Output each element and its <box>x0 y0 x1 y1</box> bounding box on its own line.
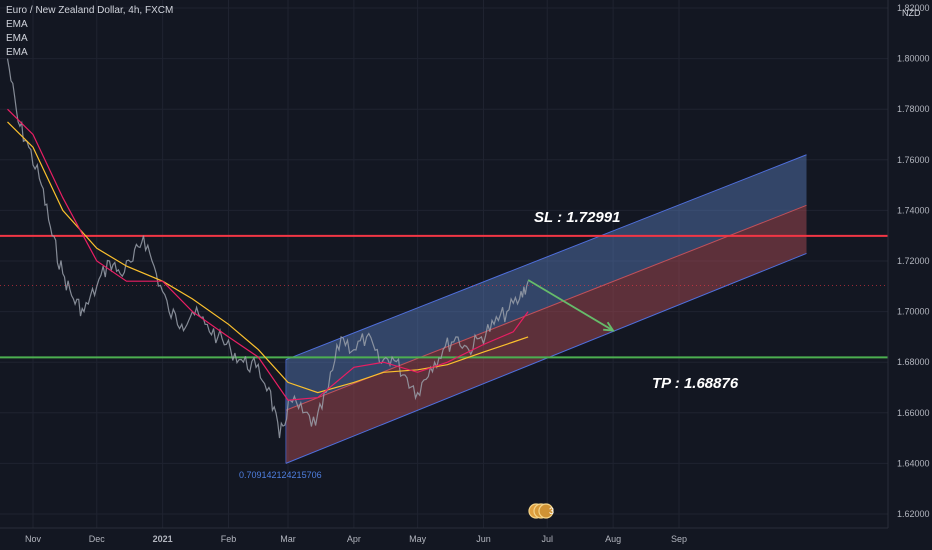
x-tick-label: Dec <box>89 534 106 544</box>
projection-arrow-shaft <box>527 279 614 332</box>
y-tick-label: 1.82000 <box>897 3 930 13</box>
x-tick-label: Mar <box>280 534 296 544</box>
symbol-title[interactable]: Euro / New Zealand Dollar, 4h, FXCM <box>6 5 174 16</box>
y-tick-label: 1.72000 <box>897 256 930 266</box>
indicator-ema-1[interactable]: EMA <box>6 19 28 30</box>
y-tick-label: 1.66000 <box>897 408 930 418</box>
y-tick-label: 1.70000 <box>897 307 930 317</box>
y-tick-label: 1.62000 <box>897 509 930 519</box>
chart-legend: Euro / New Zealand Dollar, 4h, FXCM EMA … <box>6 4 173 60</box>
projection-arrow-head <box>603 321 615 332</box>
price-axis-bg <box>888 0 932 550</box>
x-tick-label: 2021 <box>153 534 173 544</box>
x-tick-label: Jul <box>541 534 553 544</box>
price-series <box>6 58 529 439</box>
tp-annotation[interactable]: TP : 1.68876 <box>652 375 739 392</box>
time-axis[interactable]: NovDec2021FebMarAprMayJunJulAugSepOct <box>0 527 932 550</box>
currency-label: NZD <box>902 8 921 18</box>
channel-upper-zone <box>285 154 807 411</box>
channel-upper-line[interactable] <box>285 154 807 361</box>
x-tick-label: May <box>409 534 427 544</box>
x-tick-label: Feb <box>221 534 237 544</box>
y-tick-label: 1.80000 <box>897 54 930 64</box>
indicator-ema-3[interactable]: EMA <box>6 47 28 58</box>
y-tick-label: 1.68000 <box>897 357 930 367</box>
x-tick-label: Aug <box>605 534 621 544</box>
channel-lower-line[interactable] <box>285 252 807 464</box>
ema-fast-line <box>7 108 529 401</box>
time-axis-bg <box>0 528 932 550</box>
x-tick-label: Sep <box>671 534 687 544</box>
price-axis[interactable]: 1.62000 1.64000 1.66000 1.68000 1.70000 1.720… <box>887 0 932 550</box>
sl-annotation[interactable]: SL : 1.72991 <box>534 209 620 226</box>
price-line <box>6 58 529 439</box>
x-tick-label: Jun <box>476 534 491 544</box>
x-tick-label: Nov <box>25 534 42 544</box>
projection-arrow[interactable] <box>527 279 615 332</box>
y-tick-label: 1.64000 <box>897 458 930 468</box>
channel-lower-zone <box>285 205 807 464</box>
ema-slow-line <box>7 121 529 394</box>
x-tick-label: Apr <box>347 534 361 544</box>
badge-count: 3 <box>549 506 554 516</box>
fib-label: 0.709142124215706 <box>239 470 322 480</box>
y-tick-label: 1.76000 <box>897 155 930 165</box>
replay-badge[interactable]: 3 <box>527 502 561 520</box>
grid <box>0 0 888 528</box>
regression-channel[interactable] <box>285 154 807 464</box>
y-tick-label: 1.78000 <box>897 104 930 114</box>
indicator-ema-2[interactable]: EMA <box>6 33 28 44</box>
y-tick-label: 1.74000 <box>897 205 930 215</box>
